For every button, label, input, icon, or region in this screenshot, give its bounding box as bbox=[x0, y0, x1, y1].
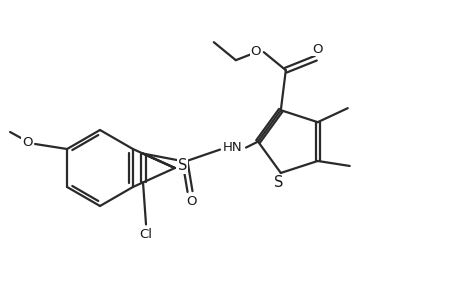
Text: O: O bbox=[312, 43, 322, 56]
Text: O: O bbox=[22, 136, 32, 149]
Text: O: O bbox=[185, 195, 196, 208]
Text: O: O bbox=[250, 45, 261, 58]
Text: Cl: Cl bbox=[139, 228, 152, 241]
Text: S: S bbox=[178, 158, 187, 173]
Text: HN: HN bbox=[223, 141, 242, 154]
Text: S: S bbox=[274, 176, 283, 190]
